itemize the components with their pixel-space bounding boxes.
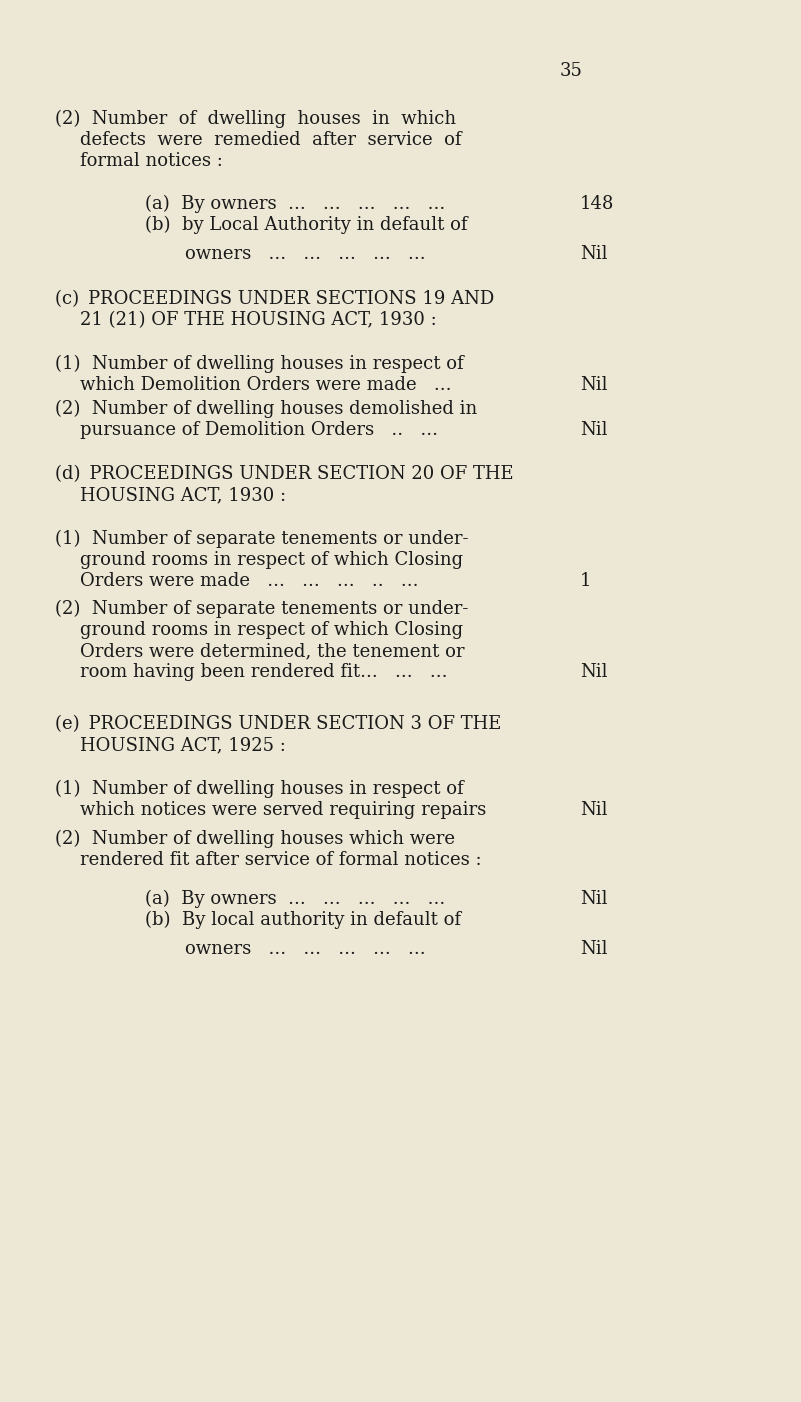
- Text: formal notices :: formal notices :: [80, 151, 223, 170]
- Text: (a)  By owners  ...   ...   ...   ...   ...: (a) By owners ... ... ... ... ...: [145, 195, 445, 213]
- Text: owners   ...   ...   ...   ...   ...: owners ... ... ... ... ...: [185, 939, 425, 958]
- Text: Nil: Nil: [580, 939, 607, 958]
- Text: which Demolition Orders were made   ...: which Demolition Orders were made ...: [80, 376, 452, 394]
- Text: 35: 35: [560, 62, 583, 80]
- Text: which notices were served requiring repairs: which notices were served requiring repa…: [80, 801, 486, 819]
- Text: (d) PROCEEDINGS UNDER SECTION 20 OF THE: (d) PROCEEDINGS UNDER SECTION 20 OF THE: [55, 465, 513, 484]
- Text: (2)  Number of dwelling houses demolished in: (2) Number of dwelling houses demolished…: [55, 400, 477, 418]
- Text: Nil: Nil: [580, 245, 607, 264]
- Text: (2)  Number  of  dwelling  houses  in  which: (2) Number of dwelling houses in which: [55, 109, 456, 128]
- Text: room having been rendered fit...   ...   ...: room having been rendered fit... ... ...: [80, 663, 448, 681]
- Text: defects  were  remedied  after  service  of: defects were remedied after service of: [80, 130, 461, 149]
- Text: Nil: Nil: [580, 801, 607, 819]
- Text: ground rooms in respect of which Closing: ground rooms in respect of which Closing: [80, 551, 463, 569]
- Text: Orders were determined, the tenement or: Orders were determined, the tenement or: [80, 642, 465, 660]
- Text: pursuance of Demolition Orders   ..   ...: pursuance of Demolition Orders .. ...: [80, 421, 438, 439]
- Text: Nil: Nil: [580, 376, 607, 394]
- Text: owners   ...   ...   ...   ...   ...: owners ... ... ... ... ...: [185, 245, 425, 264]
- Text: HOUSING ACT, 1925 :: HOUSING ACT, 1925 :: [80, 736, 286, 754]
- Text: (1)  Number of dwelling houses in respect of: (1) Number of dwelling houses in respect…: [55, 355, 464, 373]
- Text: rendered fit after service of formal notices :: rendered fit after service of formal not…: [80, 851, 481, 869]
- Text: Nil: Nil: [580, 663, 607, 681]
- Text: (2)  Number of separate tenements or under-: (2) Number of separate tenements or unde…: [55, 600, 469, 618]
- Text: HOUSING ACT, 1930 :: HOUSING ACT, 1930 :: [80, 486, 286, 503]
- Text: (e) PROCEEDINGS UNDER SECTION 3 OF THE: (e) PROCEEDINGS UNDER SECTION 3 OF THE: [55, 715, 501, 733]
- Text: Orders were made   ...   ...   ...   ..   ...: Orders were made ... ... ... .. ...: [80, 572, 418, 590]
- Text: (b)  By local authority in default of: (b) By local authority in default of: [145, 911, 461, 930]
- Text: Nil: Nil: [580, 890, 607, 908]
- Text: Nil: Nil: [580, 421, 607, 439]
- Text: (c) PROCEEDINGS UNDER SECTIONS 19 AND: (c) PROCEEDINGS UNDER SECTIONS 19 AND: [55, 290, 494, 308]
- Text: ground rooms in respect of which Closing: ground rooms in respect of which Closing: [80, 621, 463, 639]
- Text: (a)  By owners  ...   ...   ...   ...   ...: (a) By owners ... ... ... ... ...: [145, 890, 445, 908]
- Text: 148: 148: [580, 195, 614, 213]
- Text: 1: 1: [580, 572, 591, 590]
- Text: (1)  Number of dwelling houses in respect of: (1) Number of dwelling houses in respect…: [55, 780, 464, 798]
- Text: (1)  Number of separate tenements or under-: (1) Number of separate tenements or unde…: [55, 530, 469, 548]
- Text: (b)  by Local Authority in default of: (b) by Local Authority in default of: [145, 216, 468, 234]
- Text: (2)  Number of dwelling houses which were: (2) Number of dwelling houses which were: [55, 830, 455, 848]
- Text: 21 (21) OF THE HOUSING ACT, 1930 :: 21 (21) OF THE HOUSING ACT, 1930 :: [80, 311, 437, 329]
